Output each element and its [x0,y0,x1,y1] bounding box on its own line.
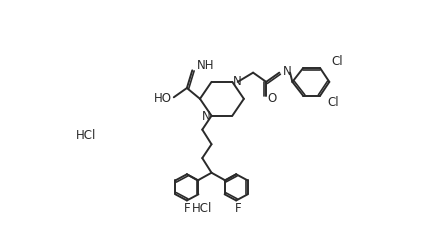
Text: Cl: Cl [327,96,339,109]
Text: F: F [234,202,240,215]
Text: N: N [201,110,210,123]
Text: N: N [282,65,291,78]
Text: NH: NH [196,59,214,72]
Text: F: F [183,202,190,215]
Text: O: O [267,92,276,105]
Text: HCl: HCl [76,129,96,142]
Text: Cl: Cl [331,55,343,68]
Text: N: N [233,75,242,88]
Text: HO: HO [154,92,172,105]
Text: HCl: HCl [191,202,211,215]
